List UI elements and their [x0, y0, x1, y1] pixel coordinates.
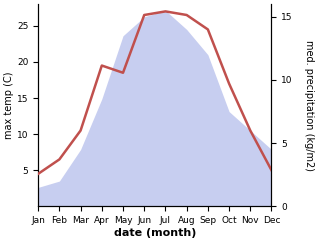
Y-axis label: med. precipitation (kg/m2): med. precipitation (kg/m2) [304, 40, 314, 171]
X-axis label: date (month): date (month) [114, 228, 196, 238]
Y-axis label: max temp (C): max temp (C) [4, 71, 14, 139]
